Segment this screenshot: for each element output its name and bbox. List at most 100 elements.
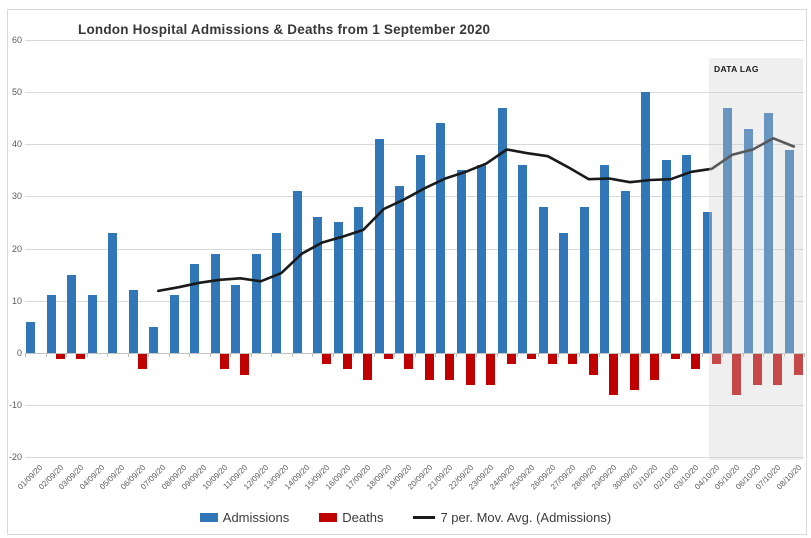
legend-deaths-label: Deaths [342,510,384,525]
x-axis-tick [763,353,764,358]
bar-admissions [46,295,56,353]
bar-admissions [169,295,179,353]
x-axis-tick [250,353,252,358]
bar-deaths [506,353,516,365]
bar-deaths [527,353,537,359]
bar-deaths [76,353,86,359]
x-axis-tick [394,353,395,358]
admissions-swatch-icon [199,513,218,522]
deaths-swatch-icon [319,513,338,522]
bar-deaths [568,353,578,365]
x-axis-tick [414,353,416,358]
bar-admissions [149,326,159,353]
bar-admissions [764,113,774,353]
moving-average-line-icon [413,516,436,519]
bar-admissions [108,232,118,353]
bar-deaths [219,353,229,370]
x-axis-tick [701,353,703,358]
x-axis-tick [271,353,272,358]
y-axis-label: 0 [16,347,22,358]
y-axis-label: -10 [8,399,22,410]
bar-admissions [313,217,323,353]
bar-deaths [609,353,619,396]
x-axis-tick [209,353,211,358]
bar-admissions [292,191,302,353]
bar-admissions [641,92,651,353]
x-axis-tick [742,353,744,358]
gridline-y-30 [25,196,804,198]
bar-admissions [579,206,589,353]
bar-deaths [793,353,803,375]
bar-admissions [415,154,425,353]
bar-admissions [354,206,364,353]
gridline-y--10 [25,404,804,406]
bar-admissions [743,128,753,353]
bar-admissions [395,185,405,353]
y-axis-label: 10 [11,295,22,306]
bar-deaths [773,353,783,386]
bar-deaths [404,353,414,370]
x-axis-tick [619,353,621,358]
bar-admissions [497,107,507,353]
bar-deaths [322,353,332,365]
y-axis-label: 60 [11,35,22,45]
bar-admissions [538,206,548,353]
bar-admissions [682,154,692,353]
x-axis-tick [291,353,293,358]
bar-deaths [711,353,721,365]
x-axis-tick [558,353,559,358]
bar-admissions [190,264,200,353]
x-axis-tick [455,353,457,358]
gridline-y-10 [25,300,804,302]
x-axis-tick [517,353,518,358]
x-axis-tick [722,353,723,358]
x-axis-tick [66,353,67,358]
bar-deaths [55,353,65,359]
legend: Admissions Deaths 7 per. Mov. Avg. (Admi… [0,510,811,525]
bar-deaths [752,353,762,386]
gridline-y-50 [25,92,804,94]
gridline-y-40 [25,144,804,146]
y-axis-label: -20 [8,452,22,462]
bar-deaths [629,353,639,391]
gridline-y--20 [25,457,804,458]
gridline-y-20 [25,248,804,250]
x-axis-tick [127,353,129,358]
bar-deaths [691,353,701,370]
bar-deaths [465,353,475,386]
x-axis-tick [804,353,805,358]
x-axis-tick [496,353,498,358]
x-axis-tick [476,353,477,358]
bar-admissions [600,165,610,353]
bar-deaths [445,353,455,380]
x-axis-tick [312,353,313,358]
legend-admissions-label: Admissions [222,510,290,525]
legend-item-admissions: Admissions [199,510,290,525]
bar-deaths [650,353,660,380]
bar-admissions [702,212,712,353]
x-axis-tick [435,353,436,358]
bar-admissions [661,159,671,353]
x-axis-tick [537,353,539,358]
moving-average-path [157,137,796,293]
bar-admissions [436,123,446,353]
bar-admissions [272,232,282,353]
x-axis-tick [578,353,580,358]
bar-admissions [210,253,220,353]
y-axis-label: 50 [11,87,22,98]
bar-admissions [456,170,466,353]
bar-admissions [518,165,528,353]
x-axis-tick [783,353,785,358]
gridline-y-60 [25,40,804,41]
x-axis-tick [45,353,47,358]
x-axis-tick [640,353,641,358]
x-axis-tick [230,353,231,358]
bar-deaths [383,353,393,359]
bar-admissions [784,149,794,353]
y-axis-label: 30 [11,191,22,202]
x-axis-tick [332,353,334,358]
bar-admissions [251,253,261,353]
x-axis-tick [86,353,88,358]
x-axis-tick [599,353,600,358]
